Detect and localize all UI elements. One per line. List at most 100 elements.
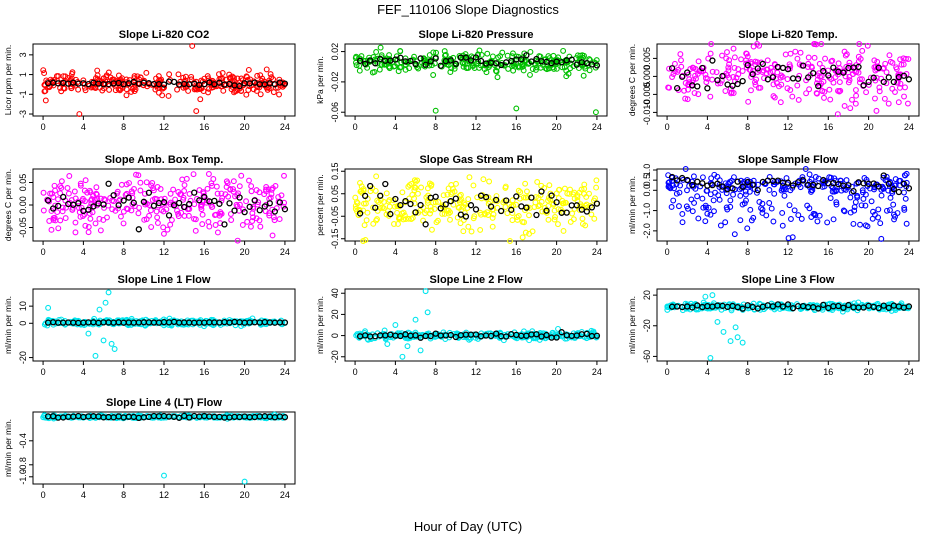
x-tick-label: 20 (240, 367, 250, 377)
data-point (849, 96, 855, 103)
reference-point (372, 204, 379, 211)
data-point (461, 60, 468, 67)
data-point (509, 197, 516, 204)
data-point (397, 47, 404, 54)
data-point (682, 166, 689, 172)
data-point (58, 184, 65, 191)
data-point (797, 49, 804, 56)
y-tick-label: -60 (642, 350, 652, 363)
data-point (555, 187, 562, 193)
data-point (267, 71, 274, 78)
outlier-point (392, 322, 399, 328)
data-point (574, 52, 581, 59)
data-point (719, 52, 725, 59)
reference-point (573, 202, 580, 209)
reference-point (523, 52, 530, 59)
data-point (441, 48, 448, 55)
reference-point (462, 213, 470, 220)
outlier-point (707, 354, 714, 361)
figure-title: FEF_110106 Slope Diagnostics (377, 2, 559, 17)
reference-point (533, 331, 540, 338)
data-point (66, 173, 73, 179)
reference-point (704, 85, 711, 92)
data-point (550, 333, 556, 340)
data-point (167, 201, 174, 208)
data-point (902, 55, 909, 62)
data-point (534, 179, 541, 185)
data-point (105, 69, 112, 76)
data-point (55, 196, 61, 203)
data-point (679, 211, 686, 217)
reference-point (367, 182, 374, 190)
data-point (143, 69, 150, 76)
data-point (695, 215, 702, 222)
data-point (723, 190, 730, 197)
data-point (739, 201, 746, 208)
reference-point (810, 69, 817, 77)
x-tick-label: 24 (592, 247, 602, 257)
reference-point (905, 185, 913, 192)
data-point (494, 74, 501, 81)
reference-point (150, 202, 158, 209)
data-point (40, 67, 47, 74)
data-point (484, 209, 491, 216)
data-point (677, 51, 684, 58)
data-point (132, 320, 139, 327)
data-point (834, 111, 841, 118)
data-point (96, 215, 103, 222)
y-axis-label: percent per min. (315, 174, 325, 235)
data-point (513, 201, 520, 208)
reference-point (789, 182, 797, 189)
data-point (62, 215, 69, 222)
data-point (408, 216, 415, 222)
y-tick-label: 0.000 (642, 65, 652, 88)
data-point (445, 210, 452, 217)
reference-point (734, 80, 741, 88)
data-point (379, 204, 386, 211)
data-point (211, 212, 218, 218)
x-tick-label: 4 (393, 247, 398, 257)
y-axis-label: kPa per min. (315, 56, 325, 104)
data-point (731, 54, 738, 61)
reference-point (558, 59, 565, 66)
data-point (898, 61, 905, 68)
reference-point (830, 64, 837, 71)
data-point (806, 86, 813, 93)
y-tick-label: 0.15 (330, 162, 340, 180)
reference-point (845, 301, 852, 309)
data-point (266, 77, 273, 84)
data-point (812, 174, 819, 180)
data-point (370, 54, 377, 60)
data-point (363, 217, 370, 224)
data-point (833, 201, 840, 208)
data-point (829, 57, 836, 64)
data-point (370, 220, 377, 227)
reference-point (407, 57, 414, 65)
data-point (857, 221, 863, 228)
x-tick-label: 8 (745, 367, 750, 377)
x-tick-label: 20 (552, 247, 562, 257)
reference-point (779, 64, 787, 72)
data-point (149, 197, 156, 203)
reference-point (402, 197, 409, 205)
reference-point (377, 192, 384, 199)
data-point (901, 93, 907, 100)
reference-point (558, 329, 565, 336)
data-point (447, 69, 454, 76)
data-point (246, 83, 253, 90)
data-point (499, 49, 506, 56)
data-point (830, 216, 837, 223)
data-point (175, 213, 182, 220)
data-point (743, 197, 749, 204)
data-point (161, 195, 168, 202)
data-point (506, 201, 513, 208)
reference-point (820, 301, 827, 309)
data-point (209, 182, 216, 189)
panel-9: Slope Line 3 Flow 0 4 8 12 16 20 24 -60 -20 20 ml/m… (627, 274, 920, 377)
data-point (486, 178, 493, 185)
reference-point (593, 332, 601, 339)
data-point (890, 201, 897, 208)
data-point (272, 84, 279, 91)
